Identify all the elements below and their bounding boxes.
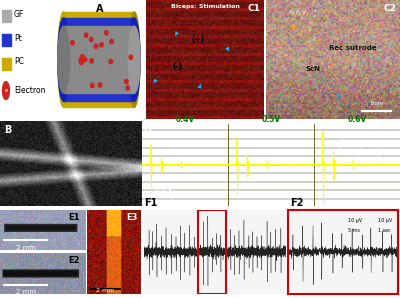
Bar: [198, 210, 226, 294]
Circle shape: [90, 37, 93, 42]
Circle shape: [81, 55, 84, 59]
Text: C2: C2: [383, 4, 396, 13]
Bar: [2, 34, 11, 46]
Text: PC: PC: [14, 58, 24, 66]
Circle shape: [109, 59, 112, 64]
Text: Electron: Electron: [14, 86, 45, 95]
Ellipse shape: [58, 26, 70, 93]
Circle shape: [80, 60, 83, 65]
Text: 10 μV: 10 μV: [348, 218, 363, 224]
Text: 1ms: 1ms: [170, 199, 182, 204]
Text: 0.6V: 0.6V: [347, 115, 367, 125]
Text: 2 mm: 2 mm: [16, 245, 36, 251]
Ellipse shape: [128, 12, 140, 107]
Text: 1mm: 1mm: [369, 101, 384, 106]
Circle shape: [84, 33, 88, 37]
Text: 1mV: 1mV: [153, 187, 166, 192]
Text: (-): (-): [173, 62, 183, 71]
Text: ScN: ScN: [306, 66, 320, 72]
Text: 2 mm: 2 mm: [16, 289, 36, 295]
Text: E3: E3: [126, 213, 138, 222]
Circle shape: [129, 55, 132, 60]
Circle shape: [79, 58, 82, 62]
Text: F1: F1: [144, 198, 157, 208]
Circle shape: [100, 43, 103, 47]
Text: 5 ms: 5 ms: [348, 229, 360, 233]
Text: A: A: [96, 4, 104, 14]
Text: F2: F2: [290, 198, 304, 208]
Bar: [2, 58, 11, 70]
Text: D: D: [143, 126, 151, 136]
Text: 4.47 ms: 4.47 ms: [338, 135, 346, 152]
Text: E2: E2: [68, 256, 80, 265]
Circle shape: [2, 82, 10, 100]
Circle shape: [94, 44, 98, 49]
Text: 3.07 ms: 3.07 ms: [357, 141, 365, 158]
Ellipse shape: [128, 26, 140, 93]
Circle shape: [124, 79, 128, 84]
Text: B: B: [4, 125, 12, 135]
Bar: [64, 26, 134, 93]
Text: (+): (+): [191, 35, 204, 44]
Bar: [64, 12, 134, 107]
Text: GF: GF: [14, 10, 24, 19]
Text: 0.6 V: 0.6 V: [290, 10, 306, 15]
Bar: [64, 18, 134, 101]
Text: e: e: [4, 88, 8, 93]
Text: 0.5V: 0.5V: [262, 115, 280, 125]
Circle shape: [90, 59, 94, 63]
Text: 2 mm: 2 mm: [96, 288, 114, 293]
Text: 0.69 ms: 0.69 ms: [376, 146, 384, 164]
Text: Pt: Pt: [14, 34, 22, 43]
Text: Biceps: Stimulation: Biceps: Stimulation: [170, 4, 240, 9]
Ellipse shape: [58, 18, 70, 101]
Circle shape: [98, 83, 102, 87]
Text: Rec sutrode: Rec sutrode: [329, 45, 377, 51]
Text: 10 μV: 10 μV: [378, 218, 392, 224]
Circle shape: [90, 83, 94, 88]
Circle shape: [126, 86, 130, 90]
Circle shape: [83, 58, 87, 62]
Circle shape: [105, 31, 108, 35]
Text: 0.4V: 0.4V: [175, 115, 195, 125]
Bar: [2, 10, 11, 22]
Text: C1: C1: [248, 4, 260, 13]
Ellipse shape: [128, 18, 140, 101]
Circle shape: [71, 41, 74, 45]
Ellipse shape: [58, 12, 70, 107]
Circle shape: [110, 39, 113, 44]
Text: 1 sec: 1 sec: [378, 229, 391, 233]
Text: E1: E1: [68, 213, 80, 222]
